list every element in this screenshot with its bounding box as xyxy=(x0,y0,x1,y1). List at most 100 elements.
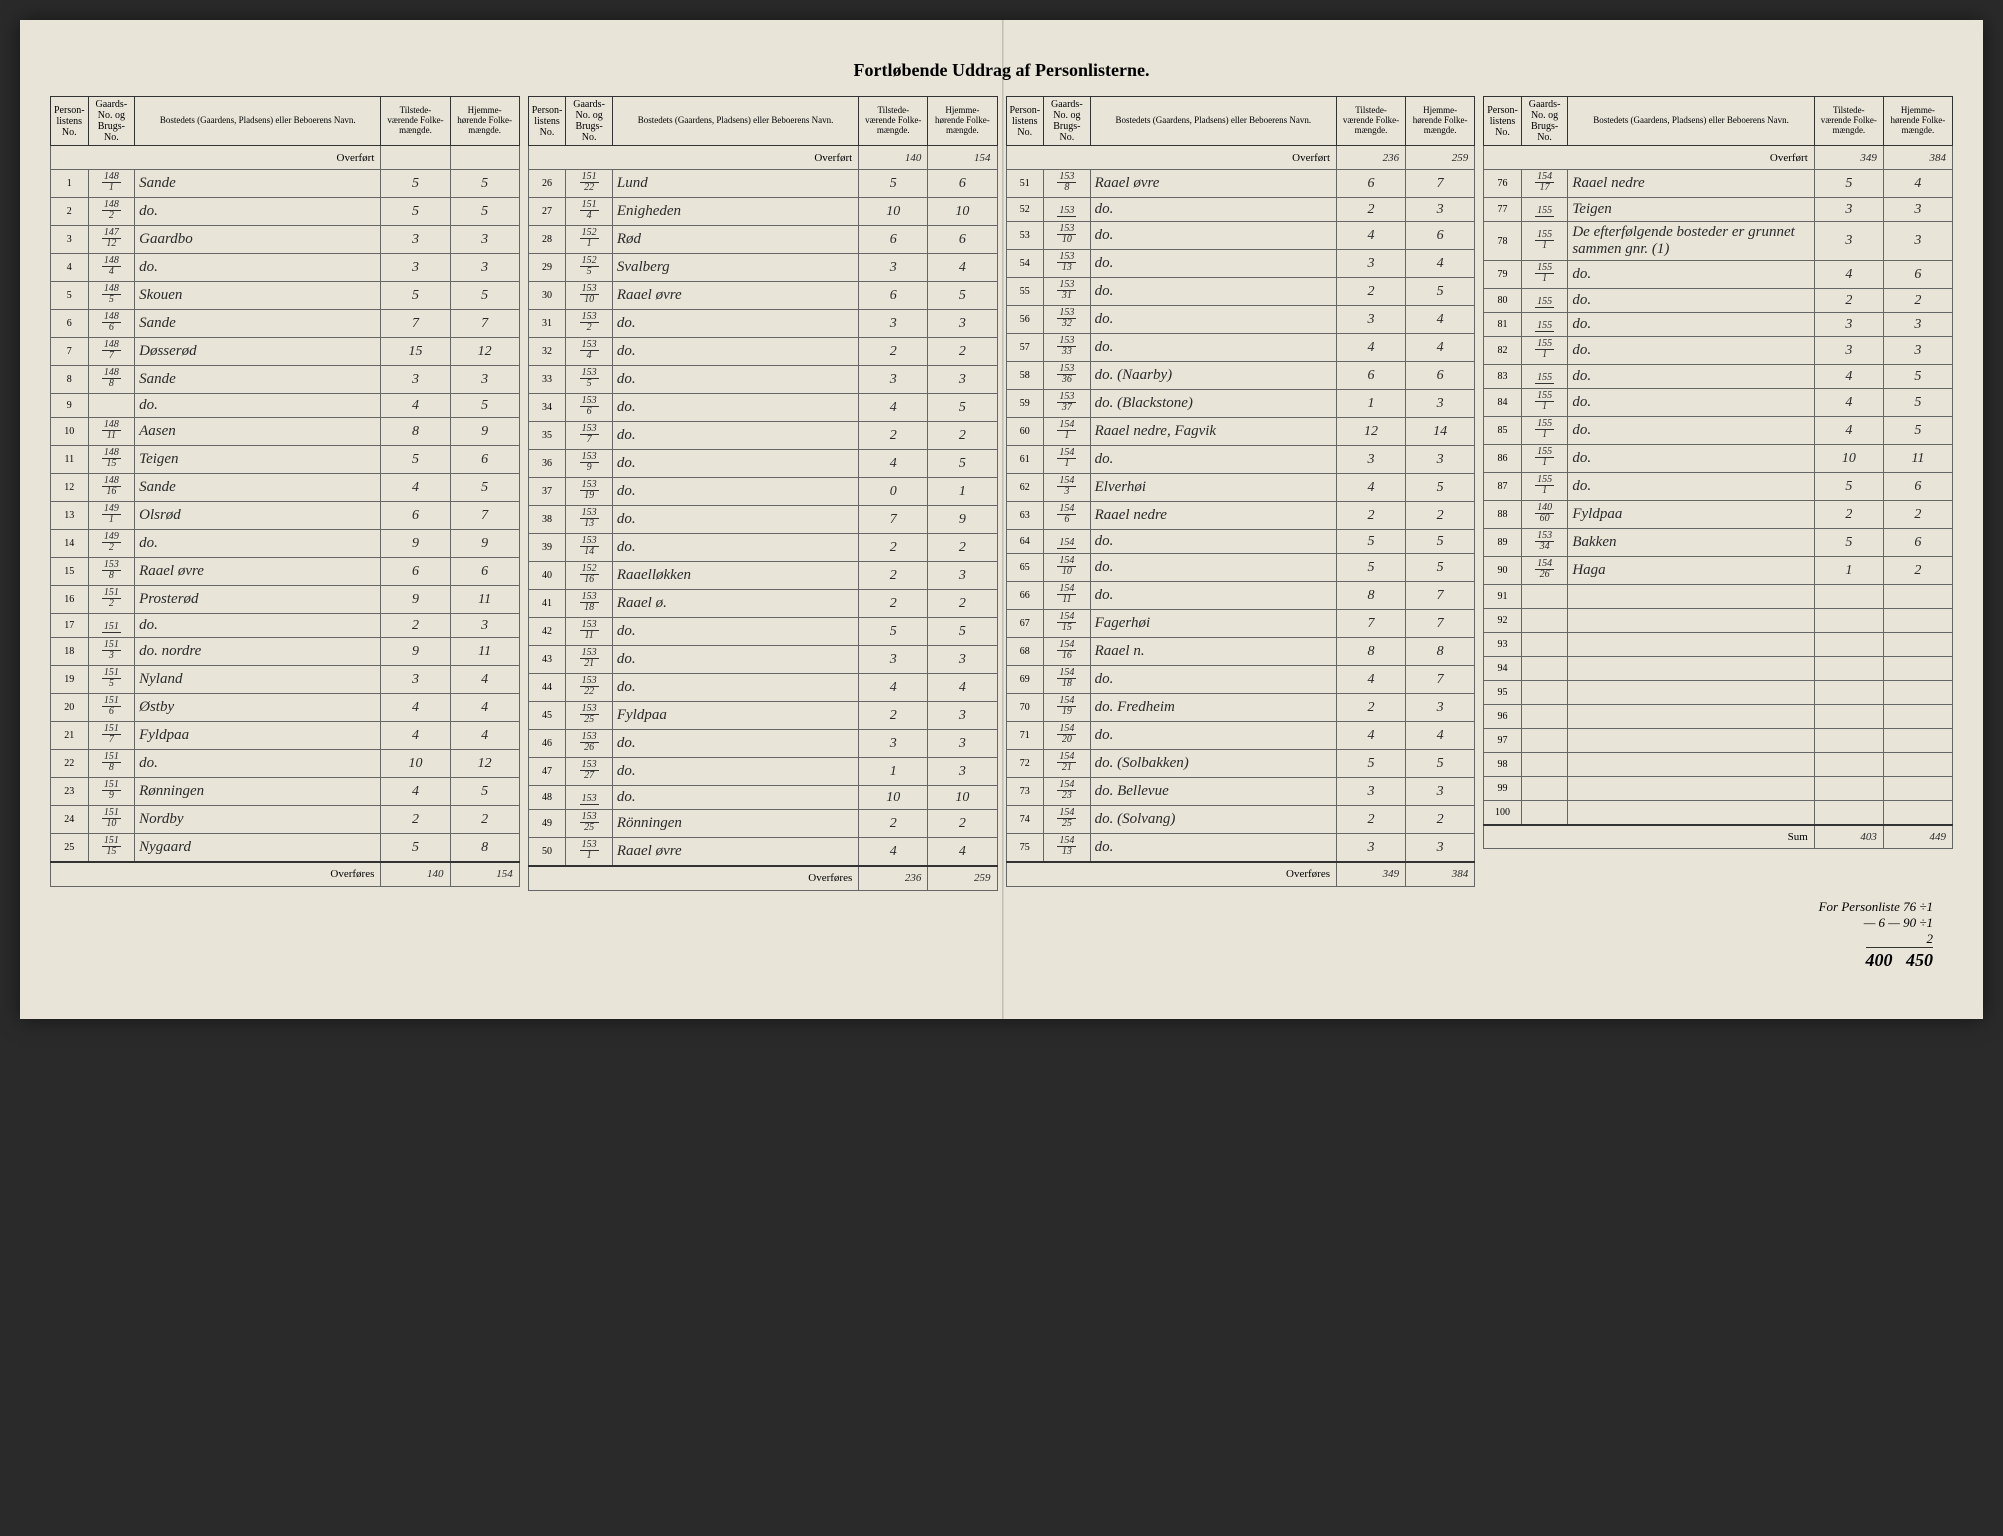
row-name xyxy=(1568,705,1814,729)
row-tilstede: 5 xyxy=(859,170,928,198)
header-hjemme: Hjemme-hørende Folke-mængde. xyxy=(1883,97,1952,146)
row-name: do. xyxy=(1090,530,1336,554)
row-hjemme: 2 xyxy=(928,422,997,450)
row-hjemme: 6 xyxy=(450,446,519,474)
row-name: do. xyxy=(1568,289,1814,313)
header-hjemme: Hjemme-hørende Folke-mængde. xyxy=(1406,97,1475,146)
row-nr: 28 xyxy=(528,226,566,254)
table-row: 2 1482 do. 5 5 xyxy=(51,198,520,226)
row-nr: 90 xyxy=(1484,557,1522,585)
table-row: 33 1535 do. 3 3 xyxy=(528,366,997,394)
row-nr: 23 xyxy=(51,778,89,806)
row-gaard: 15311 xyxy=(566,618,613,646)
row-gaard: 155 xyxy=(1521,289,1568,313)
row-name: do. xyxy=(1568,261,1814,289)
row-name: do. xyxy=(612,310,858,338)
table-row: 1 1481 Sande 5 5 xyxy=(51,170,520,198)
row-gaard xyxy=(1521,777,1568,801)
row-gaard xyxy=(1521,705,1568,729)
row-gaard: 1541 xyxy=(1044,418,1091,446)
row-tilstede xyxy=(1814,753,1883,777)
header-hjemme: Hjemme-hørende Folke-mængde. xyxy=(450,97,519,146)
row-name: Enigheden xyxy=(612,198,858,226)
row-hjemme: 7 xyxy=(1406,610,1475,638)
row-hjemme xyxy=(1883,729,1952,753)
ledger-table: Person-listens No.Gaards-No. og Brugs-No… xyxy=(1006,96,1476,887)
row-nr: 47 xyxy=(528,758,566,786)
row-nr: 10 xyxy=(51,418,89,446)
header-gaard: Gaards-No. og Brugs-No. xyxy=(1521,97,1568,146)
table-row: 72 15421 do. (Solbakken) 5 5 xyxy=(1006,750,1475,778)
row-tilstede: 2 xyxy=(1814,501,1883,529)
row-nr: 12 xyxy=(51,474,89,502)
row-nr: 6 xyxy=(51,310,89,338)
row-name: do. xyxy=(1090,278,1336,306)
overfores-row: Overføres 140 154 xyxy=(51,862,520,886)
row-nr: 66 xyxy=(1006,582,1044,610)
table-row: 14 1492 do. 9 9 xyxy=(51,530,520,558)
row-hjemme: 9 xyxy=(450,530,519,558)
row-gaard: 1488 xyxy=(88,366,135,394)
table-row: 28 1521 Rød 6 6 xyxy=(528,226,997,254)
row-tilstede: 5 xyxy=(1337,530,1406,554)
row-gaard: 1534 xyxy=(566,338,613,366)
header-nr: Person-listens No. xyxy=(528,97,566,146)
row-nr: 69 xyxy=(1006,666,1044,694)
row-hjemme: 3 xyxy=(928,702,997,730)
table-row: 36 1539 do. 4 5 xyxy=(528,450,997,478)
row-gaard: 1515 xyxy=(88,666,135,694)
table-row: 26 15122 Lund 5 6 xyxy=(528,170,997,198)
table-row: 68 15416 Raael n. 8 8 xyxy=(1006,638,1475,666)
row-hjemme: 3 xyxy=(1406,694,1475,722)
row-tilstede: 1 xyxy=(859,758,928,786)
table-row: 63 1546 Raael nedre 2 2 xyxy=(1006,502,1475,530)
row-name: do. xyxy=(1090,334,1336,362)
row-gaard: 15336 xyxy=(1044,362,1091,390)
row-nr: 39 xyxy=(528,534,566,562)
row-hjemme: 2 xyxy=(928,810,997,838)
table-row: 61 1541 do. 3 3 xyxy=(1006,446,1475,474)
table-row: 20 1516 Østby 4 4 xyxy=(51,694,520,722)
row-hjemme: 5 xyxy=(1883,389,1952,417)
row-tilstede: 1 xyxy=(1337,390,1406,418)
row-hjemme: 6 xyxy=(450,558,519,586)
row-tilstede: 3 xyxy=(381,226,450,254)
table-row: 12 14816 Sande 4 5 xyxy=(51,474,520,502)
row-tilstede: 3 xyxy=(381,254,450,282)
row-gaard: 1551 xyxy=(1521,337,1568,365)
row-name: Raael nedre xyxy=(1568,170,1814,198)
row-hjemme: 4 xyxy=(450,666,519,694)
table-row: 6 1486 Sande 7 7 xyxy=(51,310,520,338)
row-nr: 60 xyxy=(1006,418,1044,446)
row-nr: 82 xyxy=(1484,337,1522,365)
row-tilstede: 2 xyxy=(859,590,928,618)
row-nr: 19 xyxy=(51,666,89,694)
table-row: 3 14712 Gaardbo 3 3 xyxy=(51,226,520,254)
table-row: 51 1538 Raael øvre 6 7 xyxy=(1006,170,1475,198)
row-name: do. Fredheim xyxy=(1090,694,1336,722)
row-gaard: 1551 xyxy=(1521,417,1568,445)
row-hjemme: 3 xyxy=(1406,778,1475,806)
row-nr: 7 xyxy=(51,338,89,366)
row-name: do. xyxy=(1090,446,1336,474)
row-gaard: 14060 xyxy=(1521,501,1568,529)
row-tilstede: 6 xyxy=(1337,170,1406,198)
footer-correction: 2 xyxy=(70,931,1933,947)
table-row: 31 1532 do. 3 3 xyxy=(528,310,997,338)
row-nr: 14 xyxy=(51,530,89,558)
row-gaard: 15314 xyxy=(566,534,613,562)
row-hjemme: 6 xyxy=(1883,473,1952,501)
row-gaard: 153 xyxy=(566,786,613,810)
page-title: Fortløbende Uddrag af Personlisterne. xyxy=(50,60,1953,81)
row-name: do. xyxy=(135,394,381,418)
header-nr: Person-listens No. xyxy=(51,97,89,146)
row-hjemme xyxy=(1883,681,1952,705)
row-tilstede: 8 xyxy=(1337,638,1406,666)
table-row: 85 1551 do. 4 5 xyxy=(1484,417,1953,445)
row-gaard: 15321 xyxy=(566,646,613,674)
row-tilstede: 2 xyxy=(1337,278,1406,306)
row-gaard: 15325 xyxy=(566,702,613,730)
row-gaard: 15115 xyxy=(88,834,135,863)
row-hjemme: 12 xyxy=(450,750,519,778)
row-hjemme: 5 xyxy=(450,198,519,226)
